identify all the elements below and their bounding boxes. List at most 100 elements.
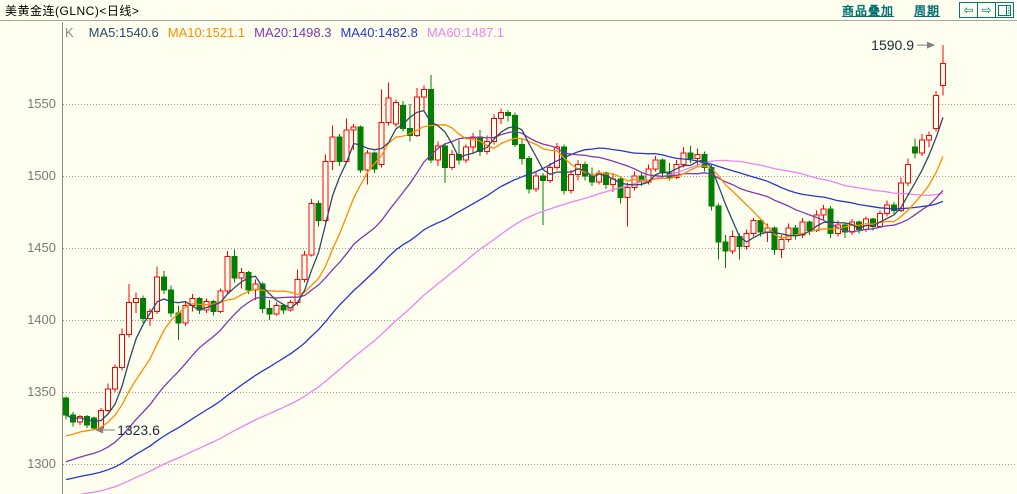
period-link[interactable]: 周期 bbox=[913, 3, 940, 18]
candle-down bbox=[399, 104, 406, 129]
ma20-line bbox=[65, 130, 944, 463]
candle-up bbox=[490, 117, 497, 142]
candle-up bbox=[533, 175, 540, 190]
ma40-line bbox=[65, 147, 944, 481]
candle-up bbox=[897, 182, 904, 212]
candle-up bbox=[77, 415, 84, 423]
candle-up bbox=[497, 112, 504, 119]
right-arrow-icon: ⇨ bbox=[981, 3, 992, 17]
candle-up bbox=[322, 161, 329, 222]
candle-down bbox=[280, 305, 287, 311]
candle-down bbox=[561, 146, 568, 191]
candle-down bbox=[315, 202, 322, 222]
ma5-line bbox=[65, 109, 944, 423]
split-view-button[interactable] bbox=[995, 2, 1014, 18]
candle-down bbox=[231, 256, 238, 279]
candle-down bbox=[771, 227, 778, 250]
candle-up bbox=[105, 388, 112, 412]
candle-up bbox=[925, 135, 932, 141]
candle-up bbox=[308, 202, 315, 256]
candle-down bbox=[84, 415, 91, 426]
candle-down bbox=[357, 126, 364, 171]
candle-down bbox=[140, 297, 147, 320]
candle-down bbox=[757, 220, 764, 233]
candle-down bbox=[336, 136, 343, 163]
candle-up bbox=[378, 122, 385, 165]
candle-down bbox=[890, 204, 897, 212]
candle-up bbox=[940, 63, 946, 86]
candle-up bbox=[238, 271, 245, 279]
candle-up bbox=[462, 146, 469, 161]
candle-up bbox=[729, 235, 736, 252]
candle-up bbox=[112, 367, 119, 390]
header-toolbar: 商品叠加 周期 ⇦ ⇨ bbox=[842, 2, 1017, 19]
candle-up bbox=[147, 310, 154, 320]
candle-down bbox=[63, 397, 69, 416]
candle-up bbox=[673, 163, 680, 178]
annotation-layer: 1323.6 1590.9 bbox=[95, 37, 935, 438]
candle-up bbox=[932, 94, 939, 129]
candle-down bbox=[505, 112, 512, 117]
candle-up bbox=[448, 153, 455, 168]
candle-up bbox=[652, 159, 659, 170]
candle-up bbox=[154, 276, 161, 312]
candle-up bbox=[273, 305, 280, 315]
candle-up bbox=[203, 300, 210, 311]
candle-down bbox=[589, 175, 596, 183]
candle-up bbox=[119, 333, 126, 369]
title-bar: 美黄金连(GLNC)<日线> 商品叠加 周期 ⇦ ⇨ bbox=[0, 0, 1017, 21]
overlay-link[interactable]: 商品叠加 bbox=[841, 3, 894, 18]
candle-up bbox=[750, 220, 757, 235]
scroll-left-button[interactable]: ⇦ bbox=[959, 2, 978, 18]
instrument-title: 美黄金连(GLNC)<日线> bbox=[5, 3, 140, 18]
candle-up bbox=[350, 126, 357, 131]
candle-up bbox=[904, 163, 911, 184]
candle-up bbox=[329, 136, 336, 163]
left-arrow-icon: ⇦ bbox=[963, 3, 974, 17]
high-annotation: 1590.9 bbox=[871, 37, 914, 53]
scroll-right-button[interactable]: ⇨ bbox=[977, 2, 996, 18]
candle-up bbox=[820, 208, 827, 216]
candle-down bbox=[161, 276, 168, 291]
candle-up bbox=[224, 256, 231, 292]
candle-up bbox=[182, 305, 189, 324]
candle-down bbox=[827, 208, 834, 235]
candle-up bbox=[694, 153, 701, 160]
candle-down bbox=[259, 283, 266, 309]
candlestick-layer bbox=[63, 45, 946, 431]
candle-down bbox=[687, 152, 694, 160]
candle-down bbox=[603, 172, 610, 186]
candle-down bbox=[91, 417, 98, 429]
candle-up bbox=[413, 96, 420, 137]
candle-down bbox=[441, 145, 448, 168]
low-arrow bbox=[95, 426, 104, 434]
candle-down bbox=[540, 175, 547, 181]
candle-up bbox=[434, 145, 441, 161]
ma60-line bbox=[79, 159, 944, 494]
split-view-icon bbox=[998, 5, 1011, 16]
candle-up bbox=[554, 146, 561, 168]
candle-down bbox=[715, 205, 722, 243]
candle-up bbox=[918, 139, 925, 154]
candle-up bbox=[813, 214, 820, 232]
candle-down bbox=[245, 271, 252, 291]
candle-up bbox=[385, 97, 392, 124]
ma-lines-layer bbox=[65, 109, 944, 494]
candle-up bbox=[420, 89, 427, 98]
low-annotation: 1323.6 bbox=[117, 422, 160, 438]
candle-down bbox=[519, 143, 526, 160]
high-arrow bbox=[927, 41, 935, 49]
candle-up bbox=[568, 174, 575, 191]
candle-down bbox=[722, 241, 729, 252]
candle-up bbox=[876, 212, 883, 227]
candle-up bbox=[301, 254, 308, 281]
candle-down bbox=[841, 224, 848, 233]
ma10-line bbox=[65, 124, 944, 437]
candle-up bbox=[392, 102, 399, 125]
candle-down bbox=[911, 146, 918, 154]
candle-up bbox=[469, 136, 476, 148]
candle-down bbox=[659, 159, 666, 174]
grid-layer bbox=[62, 22, 1017, 494]
